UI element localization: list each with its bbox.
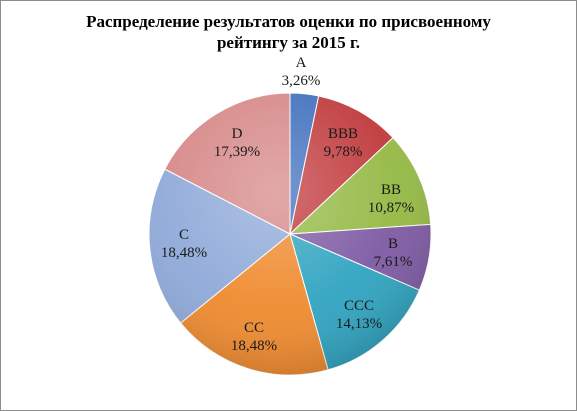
slice-label-d: D 17,39%	[214, 126, 260, 160]
slice-category-label: CC	[244, 320, 264, 336]
slice-label-cc: CC 18,48%	[231, 320, 277, 354]
slice-category-label: B	[388, 236, 398, 252]
slice-value-label: 9,78%	[324, 144, 363, 160]
slice-category-label: BBB	[328, 126, 358, 142]
slice-value-label: 7,61%	[374, 254, 413, 270]
chart-title-line-1: Распределение результатов оценки по прис…	[86, 12, 491, 31]
chart-title: Распределение результатов оценки по прис…	[1, 11, 576, 53]
slice-value-label: 17,39%	[214, 144, 260, 160]
slice-value-label: 10,87%	[368, 200, 414, 216]
slice-label-bbb: BBB 9,78%	[324, 126, 363, 160]
slice-value-label: 18,48%	[231, 338, 277, 354]
slice-label-a: A 3,26%	[282, 55, 321, 89]
slice-label-b: B 7,61%	[374, 236, 413, 270]
pie-slices	[148, 92, 432, 376]
slice-value-label: 14,13%	[336, 316, 382, 332]
slice-category-label: D	[232, 126, 243, 142]
slice-label-c: C 18,48%	[161, 227, 207, 261]
slice-value-label: 3,26%	[282, 73, 321, 89]
slice-label-bb: BB 10,87%	[368, 182, 414, 216]
pie-labels: A 3,26% BBB 9,78% BB 10,87% B 7,61% CCC 14,13% CC 1…	[161, 55, 414, 354]
slice-category-label: A	[296, 55, 307, 71]
slice-category-label: CCC	[344, 298, 374, 314]
slice-value-label: 18,48%	[161, 245, 207, 261]
chart-title-line-2: рейтингу за 2015 г.	[216, 33, 361, 52]
slice-category-label: C	[179, 227, 189, 243]
slice-category-label: BB	[381, 182, 401, 198]
slice-label-ccc: CCC 14,13%	[336, 298, 382, 332]
